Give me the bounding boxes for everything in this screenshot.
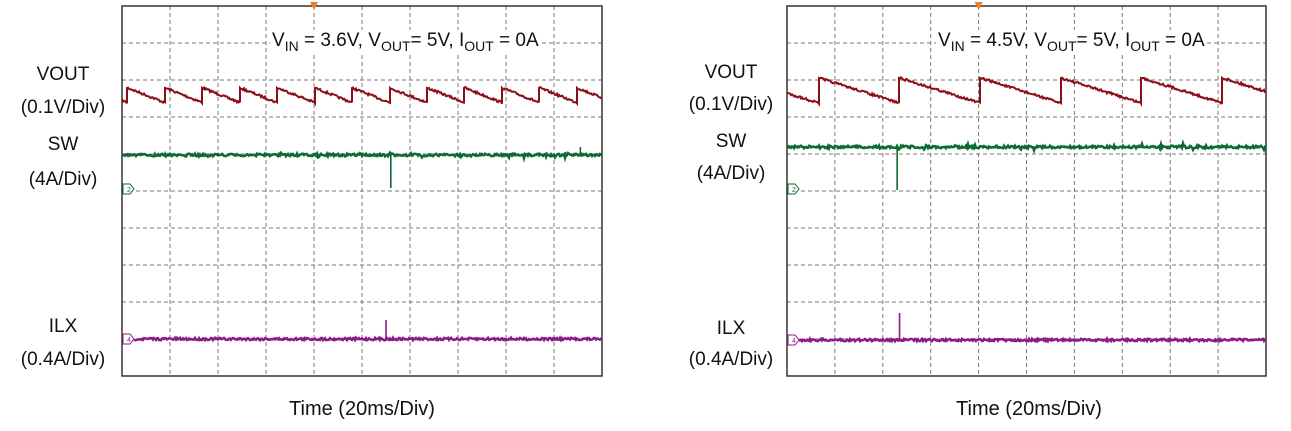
trigger-marker-icon xyxy=(974,2,983,10)
vin-sub: IN xyxy=(284,38,299,54)
vout-trace xyxy=(121,85,603,107)
ilx-trace xyxy=(798,335,1267,344)
iout-value: = 0A xyxy=(1159,30,1205,51)
ilx-scale-label: (0.4A/Div) xyxy=(20,349,106,370)
vout-scale-label: (0.1V/Div) xyxy=(688,94,774,115)
channel-2-marker-icon xyxy=(787,183,800,195)
iout-sub: OUT xyxy=(464,38,494,54)
ilx-trace xyxy=(133,335,603,343)
sw-label: SW xyxy=(47,134,79,155)
channel-4-marker-label: 4 xyxy=(127,337,131,344)
iout-label: I xyxy=(458,30,465,51)
iout-sub: OUT xyxy=(1130,38,1160,54)
conditions-annotation: VIN = 3.6V, VOUT= 5V, IOUT = 0A xyxy=(270,30,541,54)
channel-2-marker-label: 2 xyxy=(127,187,131,194)
plot-border xyxy=(121,5,603,377)
x-axis-label: Time (20ms/Div) xyxy=(289,398,435,420)
trigger-marker-icon xyxy=(310,2,318,10)
sw-label: SW xyxy=(715,131,747,152)
ilx-scale-label: (0.4A/Div) xyxy=(688,349,774,370)
vout-value: = 5V, xyxy=(1076,30,1125,51)
vout-cond-label: V xyxy=(1034,30,1047,51)
channel-2-marker-label: 2 xyxy=(792,187,796,194)
x-axis-label: Time (20ms/Div) xyxy=(956,398,1102,420)
channel-2-marker-icon xyxy=(122,183,135,195)
ilx-label: ILX xyxy=(48,316,78,337)
vout-trace xyxy=(786,75,1267,107)
vin-label: V xyxy=(272,30,285,51)
vout-scale-label: (0.1V/Div) xyxy=(20,97,106,118)
plot-border xyxy=(786,5,1267,377)
vout-label: VOUT xyxy=(704,62,758,83)
channel-4-marker-icon xyxy=(787,334,800,346)
channel-4-marker-icon xyxy=(122,333,135,345)
scope-plot-left: 24 xyxy=(121,2,604,377)
channel-4-marker-label: 4 xyxy=(792,338,796,345)
vin-value: = 4.5V, xyxy=(964,30,1035,51)
scope-plot-right: 24 xyxy=(786,2,1267,377)
sw-scale-label: (4A/Div) xyxy=(28,169,98,190)
vout-sub: OUT xyxy=(380,38,411,54)
vout-sub: OUT xyxy=(1046,38,1077,54)
sw-trace xyxy=(786,139,1267,155)
vin-value: = 3.6V, xyxy=(298,30,369,51)
conditions-annotation: VIN = 4.5V, VOUT= 5V, IOUT = 0A xyxy=(936,30,1207,54)
iout-value: = 0A xyxy=(493,30,539,51)
vout-cond-label: V xyxy=(368,30,381,51)
vout-value: = 5V, xyxy=(410,30,459,51)
ilx-label: ILX xyxy=(716,318,746,339)
vout-label: VOUT xyxy=(36,64,90,85)
vin-sub: IN xyxy=(950,38,965,54)
sw-trace xyxy=(121,150,604,163)
vin-label: V xyxy=(938,30,951,51)
sw-scale-label: (4A/Div) xyxy=(696,163,766,184)
iout-label: I xyxy=(1124,30,1131,51)
